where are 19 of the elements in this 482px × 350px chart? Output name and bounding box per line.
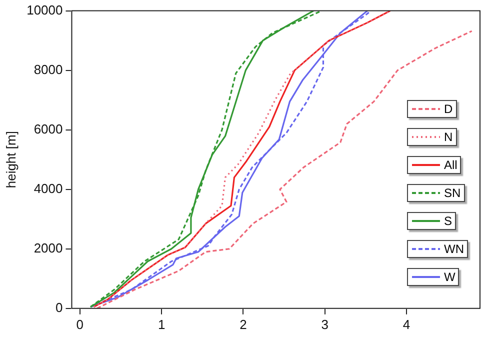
legend-label: D [444,102,453,116]
legend-label: W [444,270,456,284]
y-tick-label: 10000 [26,2,63,18]
x-tick-label: 2 [240,316,247,332]
legend-label: All [444,158,458,172]
x-tick-label: 1 [158,316,166,332]
x-tick-label: 3 [321,316,328,332]
y-tick-label: 2000 [34,240,63,256]
y-tick-label: 4000 [34,180,63,196]
legend-label: N [444,130,453,144]
legend-label: S [444,214,452,228]
y-tick-label: 8000 [34,62,63,77]
x-tick-label: 0 [76,316,84,332]
y-tick-label: 0 [56,300,63,315]
y-axis-title: height [m] [3,131,18,188]
x-tick-label: 4 [402,316,410,332]
legend-label: WN [444,242,464,256]
legend-label: SN [444,186,461,200]
y-tick-label: 6000 [34,121,63,136]
